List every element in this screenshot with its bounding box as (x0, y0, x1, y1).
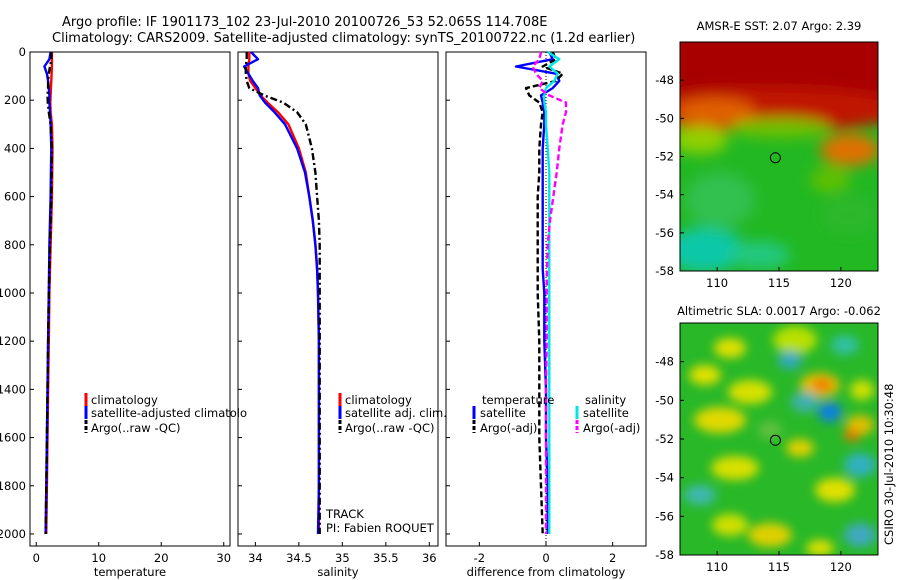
sst-map: AMSR-E SST: 2.07 Argo: 2.39 110 115 120 -48… (655, 19, 879, 290)
title-line-1: Argo profile: IF 1901173_102 23-Jul-2010… (62, 15, 547, 30)
lon-tick-label: 115 (768, 276, 790, 290)
difference-legend: temperature salinity satellite Argo(-adj… (472, 393, 640, 435)
argo-position-marker (769, 434, 781, 446)
y-tick-label: 0 (19, 45, 26, 59)
lon-tick-label: 115 (768, 560, 790, 574)
x-tick-label: 0 (33, 551, 40, 565)
sla-map: Altimetric SLA: 0.0017 Argo: -0.062 (655, 304, 881, 574)
difference-axis-label: difference from climatology (467, 565, 626, 579)
sst-map-title: AMSR-E SST: 2.07 Argo: 2.39 (697, 19, 862, 33)
legend-label-sal-satellite: satellite (583, 406, 629, 420)
pi-annotation: PI: Fabien ROQUET (326, 521, 435, 535)
y-tick-label: 1000 (0, 286, 26, 300)
x-tick-label: -2 (474, 551, 485, 565)
legend-label-satellite: satellite adj. clim. (345, 406, 447, 420)
y-tick-label: 200 (4, 93, 26, 107)
series-line-argo-raw-qc- (244, 52, 321, 534)
series-line-salinity-satellite (543, 50, 561, 534)
y-tick-label: 800 (4, 238, 26, 252)
lat-tick-label: -56 (655, 226, 674, 240)
y-tick-label: 1600 (0, 431, 26, 445)
legend-label-argo: Argo(..raw -QC) (91, 421, 181, 435)
series-line-argo-raw-qc- (44, 52, 54, 535)
lon-tick-label: 110 (706, 276, 728, 290)
legend-header-temperature: temperature (482, 393, 554, 407)
lat-tick-label: -50 (655, 393, 674, 407)
x-tick-label: 35.5 (373, 551, 399, 565)
lat-tick-label: -56 (655, 509, 674, 523)
y-tick-label: 600 (4, 190, 26, 204)
salinity-axis-label: salinity (317, 565, 358, 579)
lat-tick-label: -52 (655, 150, 674, 164)
lat-tick-label: -58 (655, 548, 674, 562)
y-tick-label: 1400 (0, 382, 26, 396)
legend-label-climatology: climatology (345, 393, 412, 407)
temperature-legend: climatology satellite-adjusted climatolo… (84, 393, 247, 435)
legend-label-temp-satellite: satellite (480, 406, 526, 420)
argo-position-marker (769, 152, 781, 164)
lon-tick-label: 120 (830, 560, 852, 574)
lat-tick-label: -54 (655, 188, 674, 202)
y-tick-label: 1800 (0, 479, 26, 493)
salinity-legend: climatology satellite adj. clim. Argo(..… (338, 393, 447, 435)
x-tick-label: 34.5 (286, 551, 312, 565)
salinity-plot-frame (237, 51, 439, 547)
sla-map-field (680, 323, 878, 555)
legend-header-salinity: salinity (585, 393, 626, 407)
legend-label-satellite: satellite-adjusted climatolo (91, 406, 247, 420)
legend-label-climatology: climatology (91, 393, 158, 407)
lat-tick-label: -48 (655, 73, 674, 87)
track-annotation: TRACK (325, 507, 364, 521)
sst-map-field (680, 42, 878, 271)
x-tick-label: 36 (422, 551, 437, 565)
lon-tick-label: 120 (830, 276, 852, 290)
temperature-profile-chart: 0 10 20 30 0 200 400 600 800 1000 1200 1400 1600 1800… (0, 45, 247, 579)
title-line-2: Climatology: CARS2009. Satellite-adjuste… (52, 31, 635, 46)
series-line-salinity-argo-adj- (531, 51, 568, 534)
temperature-axis-label: temperature (94, 565, 166, 579)
lat-tick-label: -52 (655, 432, 674, 446)
salinity-profile-chart: 34 34.5 35 35.5 36 salinity climatology sate… (237, 51, 447, 579)
x-tick-label: 10 (91, 551, 106, 565)
legend-label-sal-argo: Argo(-adj) (583, 421, 640, 435)
legend-label-temp-argo: Argo(-adj) (480, 421, 537, 435)
series-line-temperature-satellite (514, 51, 561, 534)
x-tick-label: 35 (335, 551, 350, 565)
difference-profile-chart: -2 0 2 difference from climatology tempera… (445, 50, 647, 579)
sla-map-title: Altimetric SLA: 0.0017 Argo: -0.062 (677, 304, 881, 318)
legend-label-argo: Argo(..raw -QC) (345, 421, 435, 435)
y-tick-label: 400 (4, 141, 26, 155)
y-tick-label: 1200 (0, 334, 26, 348)
y-tick-label: 2000 (0, 527, 26, 541)
temperature-plot-frame (29, 51, 231, 547)
x-tick-label: 20 (154, 551, 169, 565)
x-tick-label: 0 (542, 551, 549, 565)
x-tick-label: 30 (216, 551, 231, 565)
lon-tick-label: 110 (706, 560, 728, 574)
lat-tick-label: -58 (655, 264, 674, 278)
series-line-satellite-adj-clim- (242, 51, 321, 535)
series-line-temperature-argo-adj- (524, 51, 564, 535)
lat-tick-label: -48 (655, 355, 674, 369)
lat-tick-label: -54 (655, 471, 674, 485)
x-tick-label: 34 (248, 551, 263, 565)
credit-text: CSIRO 30-Jul-2010 10:30:48 (882, 384, 896, 545)
lat-tick-label: -50 (655, 111, 674, 125)
x-tick-label: 2 (609, 551, 616, 565)
